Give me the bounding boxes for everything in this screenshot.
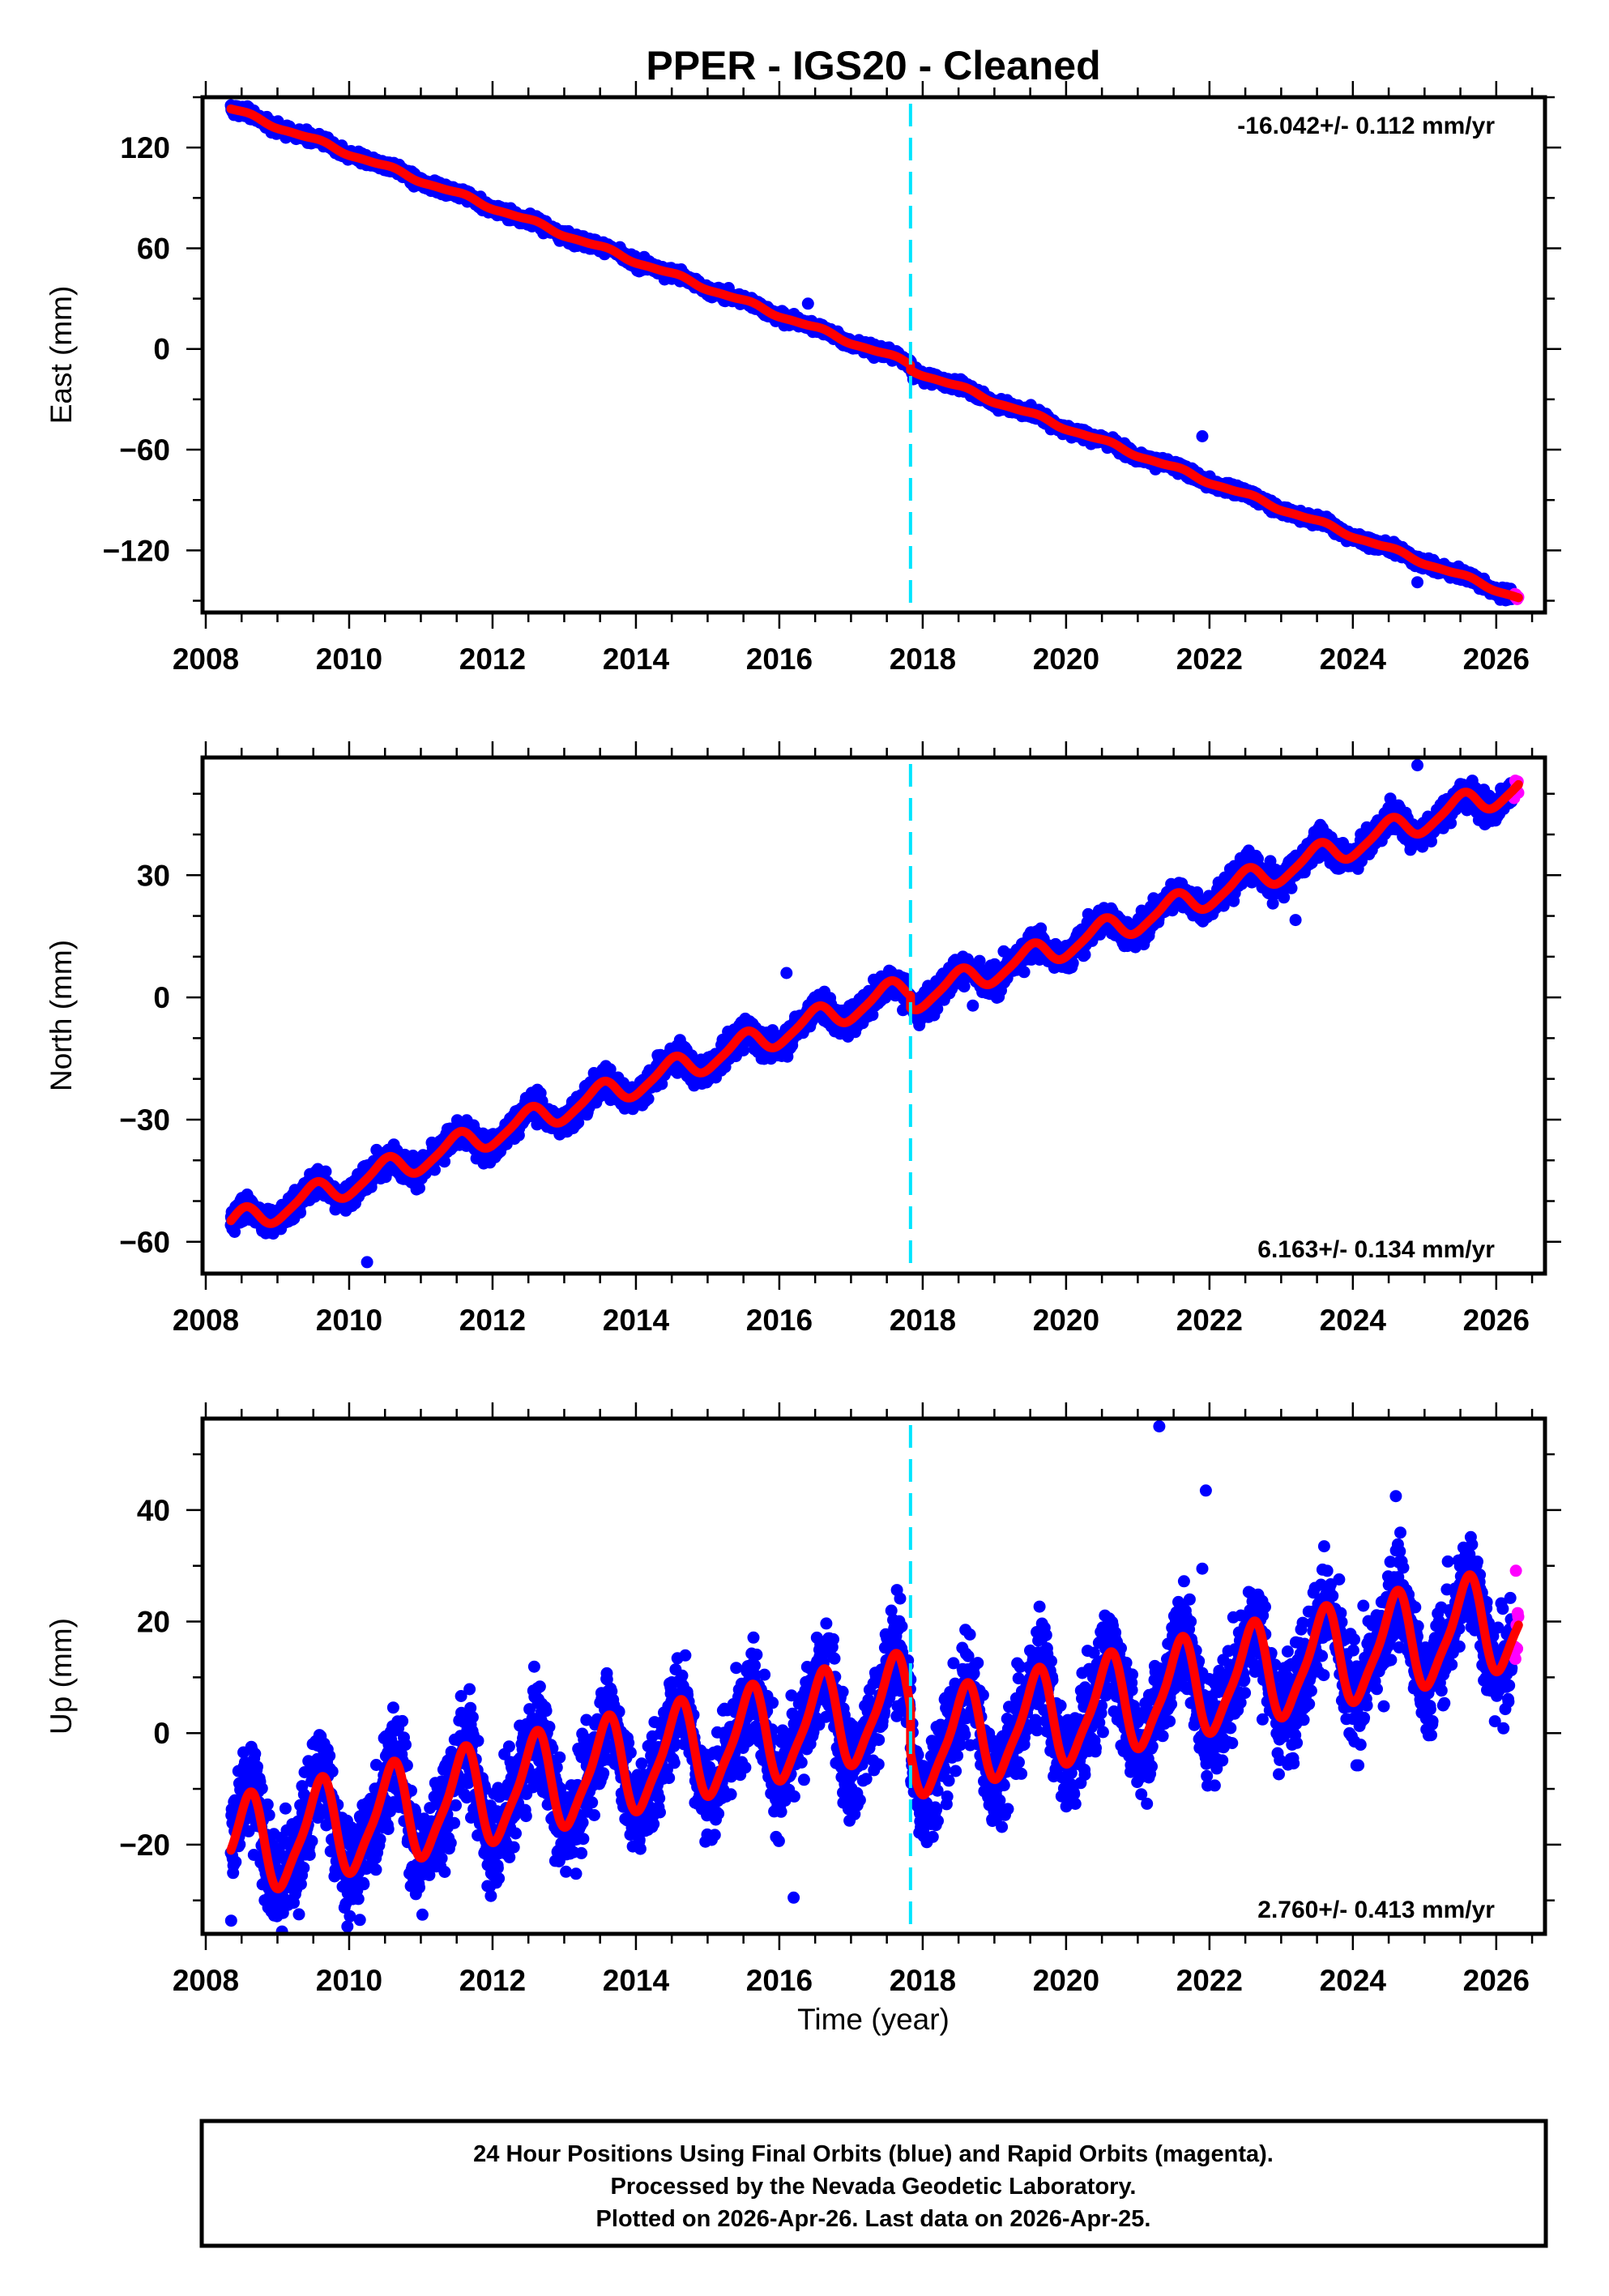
y-tick-label: 0 [153,333,170,366]
data-point-outlier [1411,576,1423,589]
y-tick-label: 120 [120,131,170,164]
x-tick-label: 2010 [316,642,382,676]
y-tick-label: −60 [119,433,170,467]
data-point-outlier [1196,430,1209,442]
x-tick-label: 2012 [459,642,526,676]
x-tick-label: 2020 [1033,642,1099,676]
y-tick-label: −120 [103,534,170,567]
east-panel: 2008 2010 2012 2014 2016 2018 2020 2022 2024 2026… [45,81,1561,676]
data-point-outlier [801,297,814,310]
x-tick-label: 2022 [1176,642,1243,676]
x-tick-label: 2026 [1463,642,1530,676]
x-tick-label: 2016 [746,642,813,676]
x-tick-label: 2018 [890,642,956,676]
east-rate-label: -16.042+/- 0.112 mm/yr [1237,113,1495,139]
x-tick-label: 2008 [173,642,239,676]
x-tick-label: 2014 [603,642,670,676]
chart-title: PPER - IGS20 - Cleaned [646,43,1100,88]
east-plot-area [224,99,1525,607]
y-tick-label: 60 [137,232,170,265]
x-tick-label: 2024 [1320,642,1387,676]
east-y-axis-label: East (mm) [45,286,78,425]
